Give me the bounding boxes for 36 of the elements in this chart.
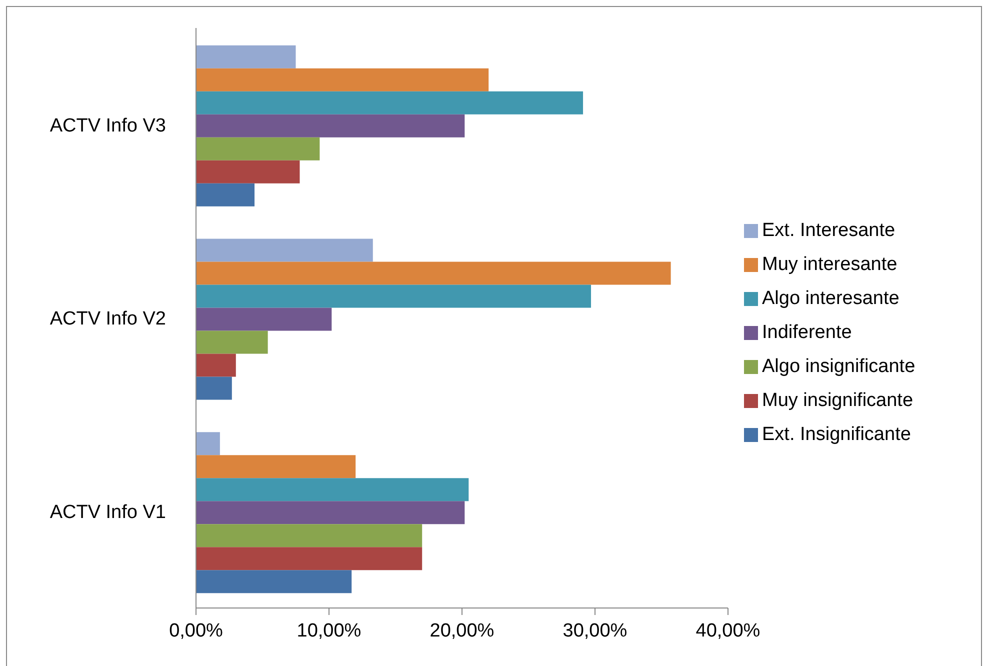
bar — [196, 501, 465, 524]
bar — [196, 308, 332, 331]
x-tick-label: 30,00% — [562, 620, 628, 642]
legend-label: Algo insignificante — [762, 356, 916, 377]
legend-label: Indiferente — [762, 322, 852, 343]
bar — [196, 238, 373, 262]
legend-label: Algo interesante — [762, 288, 900, 309]
legend-label: Muy interesante — [762, 254, 898, 275]
bar — [196, 547, 422, 570]
legend-label: Muy insignificante — [762, 390, 914, 411]
x-tick-label: 40,00% — [696, 620, 760, 642]
bar — [196, 68, 489, 92]
bar — [196, 91, 584, 114]
y-tick-label: ACTV Info V3 — [50, 115, 166, 136]
legend-label: Ext. Interesante — [762, 220, 896, 241]
bar — [196, 262, 671, 285]
x-tick-label: 20,00% — [430, 620, 494, 642]
y-tick-label: ACTV Info V2 — [50, 308, 166, 330]
y-tick-label: ACTV Info V1 — [50, 502, 166, 524]
bar — [196, 284, 592, 308]
bar — [196, 432, 220, 456]
bar — [196, 354, 236, 377]
bar — [196, 330, 268, 354]
bar — [196, 478, 469, 502]
bar — [196, 376, 232, 400]
bar — [196, 45, 296, 68]
bar — [196, 455, 356, 478]
bar — [196, 524, 422, 548]
bar — [196, 137, 320, 160]
legend-label: Ext. Insignificante — [762, 424, 911, 445]
bar — [196, 114, 465, 138]
x-tick-label: 0,00% — [169, 620, 224, 642]
bar — [196, 160, 300, 184]
bar — [196, 183, 255, 206]
x-tick-label: 10,00% — [296, 620, 362, 642]
bar — [196, 570, 352, 594]
